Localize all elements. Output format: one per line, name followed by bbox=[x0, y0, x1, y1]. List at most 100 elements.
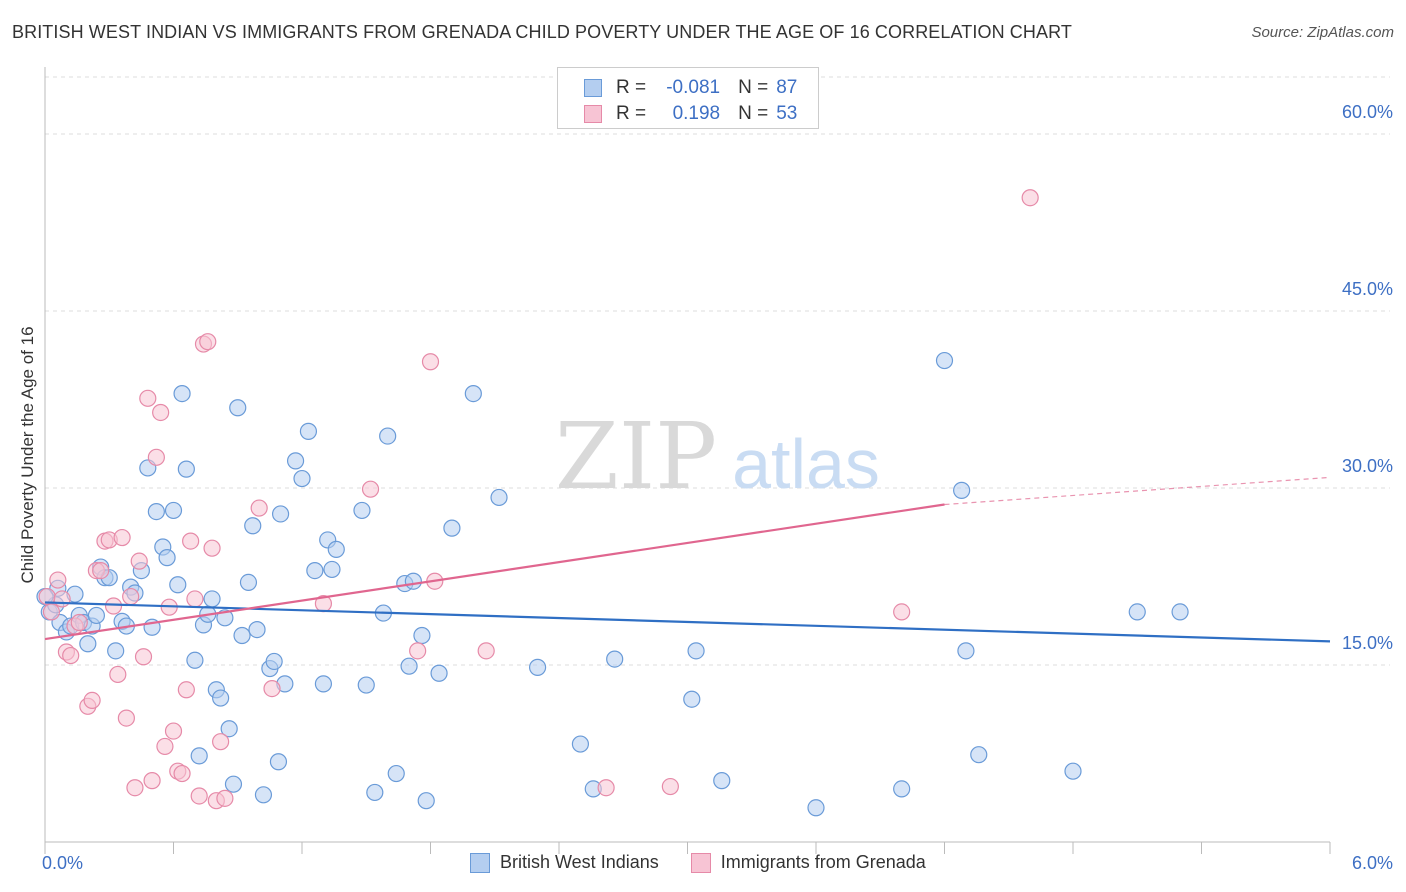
data-point bbox=[661, 777, 679, 796]
data-point bbox=[430, 664, 448, 682]
stats-row-pink: R = 0.198 N = 53 bbox=[584, 102, 797, 126]
data-point bbox=[1171, 603, 1189, 621]
data-point bbox=[286, 452, 305, 470]
data-point bbox=[244, 517, 262, 535]
stats-legend: R = -0.081 N = 87 R = 0.198 N = 53 bbox=[557, 67, 819, 129]
data-point bbox=[683, 690, 701, 708]
data-point bbox=[134, 648, 153, 666]
data-point bbox=[893, 603, 911, 621]
data-point bbox=[233, 626, 251, 645]
r-value: 0.198 bbox=[672, 103, 721, 124]
data-point bbox=[528, 658, 547, 676]
data-point bbox=[42, 603, 61, 621]
data-point bbox=[327, 540, 345, 558]
data-point bbox=[122, 587, 140, 606]
data-point bbox=[239, 573, 258, 592]
data-point bbox=[248, 620, 266, 639]
data-point bbox=[229, 399, 247, 417]
stats-row-blue: R = -0.081 N = 87 bbox=[584, 76, 797, 100]
watermark-zip: ZIP bbox=[555, 403, 717, 510]
data-point bbox=[970, 746, 988, 764]
data-point bbox=[203, 539, 221, 557]
data-point bbox=[387, 764, 405, 783]
data-point bbox=[443, 519, 461, 537]
data-point bbox=[212, 689, 230, 707]
data-point bbox=[477, 642, 495, 660]
data-point bbox=[224, 775, 243, 793]
data-point bbox=[126, 779, 144, 797]
legend-item-immigrants-from-grenada: Immigrants from Grenada bbox=[690, 852, 926, 873]
data-point bbox=[79, 635, 97, 653]
x-tick-label-min: 0.0% bbox=[42, 853, 83, 873]
data-point bbox=[117, 709, 135, 727]
pink-swatch bbox=[690, 852, 711, 873]
data-point bbox=[164, 501, 183, 520]
data-point bbox=[314, 675, 333, 693]
data-point bbox=[92, 561, 110, 580]
trend-line-pink-extension bbox=[944, 476, 1331, 506]
data-point bbox=[216, 789, 234, 807]
data-point bbox=[957, 642, 975, 660]
watermark-atlas: atlas bbox=[732, 425, 880, 503]
data-point bbox=[147, 448, 165, 466]
y-tick-label: 45.0% bbox=[1342, 279, 1393, 299]
data-point bbox=[203, 590, 221, 608]
data-point bbox=[323, 560, 341, 579]
data-point bbox=[597, 779, 615, 797]
data-point bbox=[147, 503, 165, 521]
data-point bbox=[935, 351, 954, 370]
data-point bbox=[173, 385, 191, 403]
data-point bbox=[62, 646, 80, 665]
axes bbox=[44, 67, 1331, 854]
legend-label: British West Indians bbox=[500, 852, 659, 872]
data-point bbox=[130, 552, 148, 570]
data-point bbox=[400, 657, 418, 675]
data-point bbox=[263, 679, 281, 698]
source-credit: Source: ZipAtlas.com bbox=[1251, 24, 1394, 41]
data-point bbox=[83, 691, 101, 710]
y-tick-label: 30.0% bbox=[1342, 456, 1393, 476]
blue-swatch bbox=[584, 79, 602, 97]
data-point bbox=[1128, 603, 1146, 621]
data-point bbox=[271, 505, 290, 523]
data-point bbox=[953, 481, 971, 499]
tick-labels: 15.0% 30.0% 45.0% 60.0% 0.0% 6.0% bbox=[42, 102, 1393, 873]
n-label: N = bbox=[738, 103, 769, 124]
data-point bbox=[182, 532, 200, 550]
data-point bbox=[156, 737, 174, 756]
chart-title: BRITISH WEST INDIAN VS IMMIGRANTS FROM G… bbox=[12, 22, 1072, 42]
data-point bbox=[687, 642, 705, 660]
data-point bbox=[366, 783, 384, 802]
r-label: R = bbox=[616, 103, 647, 124]
legend-label: Immigrants from Grenada bbox=[720, 852, 926, 872]
data-point bbox=[409, 642, 427, 660]
series-legend: British West Indians Immigrants from Gre… bbox=[470, 852, 958, 873]
data-point bbox=[173, 764, 191, 783]
data-point bbox=[220, 720, 238, 738]
data-point bbox=[353, 501, 371, 520]
data-point bbox=[107, 642, 125, 660]
series-immigrants-from-grenada bbox=[38, 189, 1039, 810]
x-tick-label-max: 6.0% bbox=[1352, 853, 1393, 873]
data-point bbox=[299, 422, 318, 440]
data-point bbox=[139, 389, 157, 407]
trend-line-pink bbox=[44, 503, 945, 641]
data-point bbox=[190, 787, 208, 805]
data-point bbox=[490, 488, 508, 507]
data-point bbox=[143, 772, 161, 790]
data-point bbox=[893, 780, 911, 798]
data-point bbox=[357, 676, 375, 694]
data-point bbox=[152, 403, 170, 422]
data-point bbox=[606, 650, 624, 668]
y-tick-label: 60.0% bbox=[1342, 102, 1393, 122]
data-point bbox=[464, 385, 482, 403]
data-point bbox=[177, 681, 195, 699]
data-point bbox=[190, 747, 208, 765]
data-point bbox=[109, 665, 127, 684]
data-point bbox=[199, 333, 217, 351]
data-point bbox=[113, 528, 131, 547]
data-point bbox=[186, 651, 204, 669]
r-value: -0.081 bbox=[666, 77, 721, 98]
data-point bbox=[713, 772, 731, 790]
